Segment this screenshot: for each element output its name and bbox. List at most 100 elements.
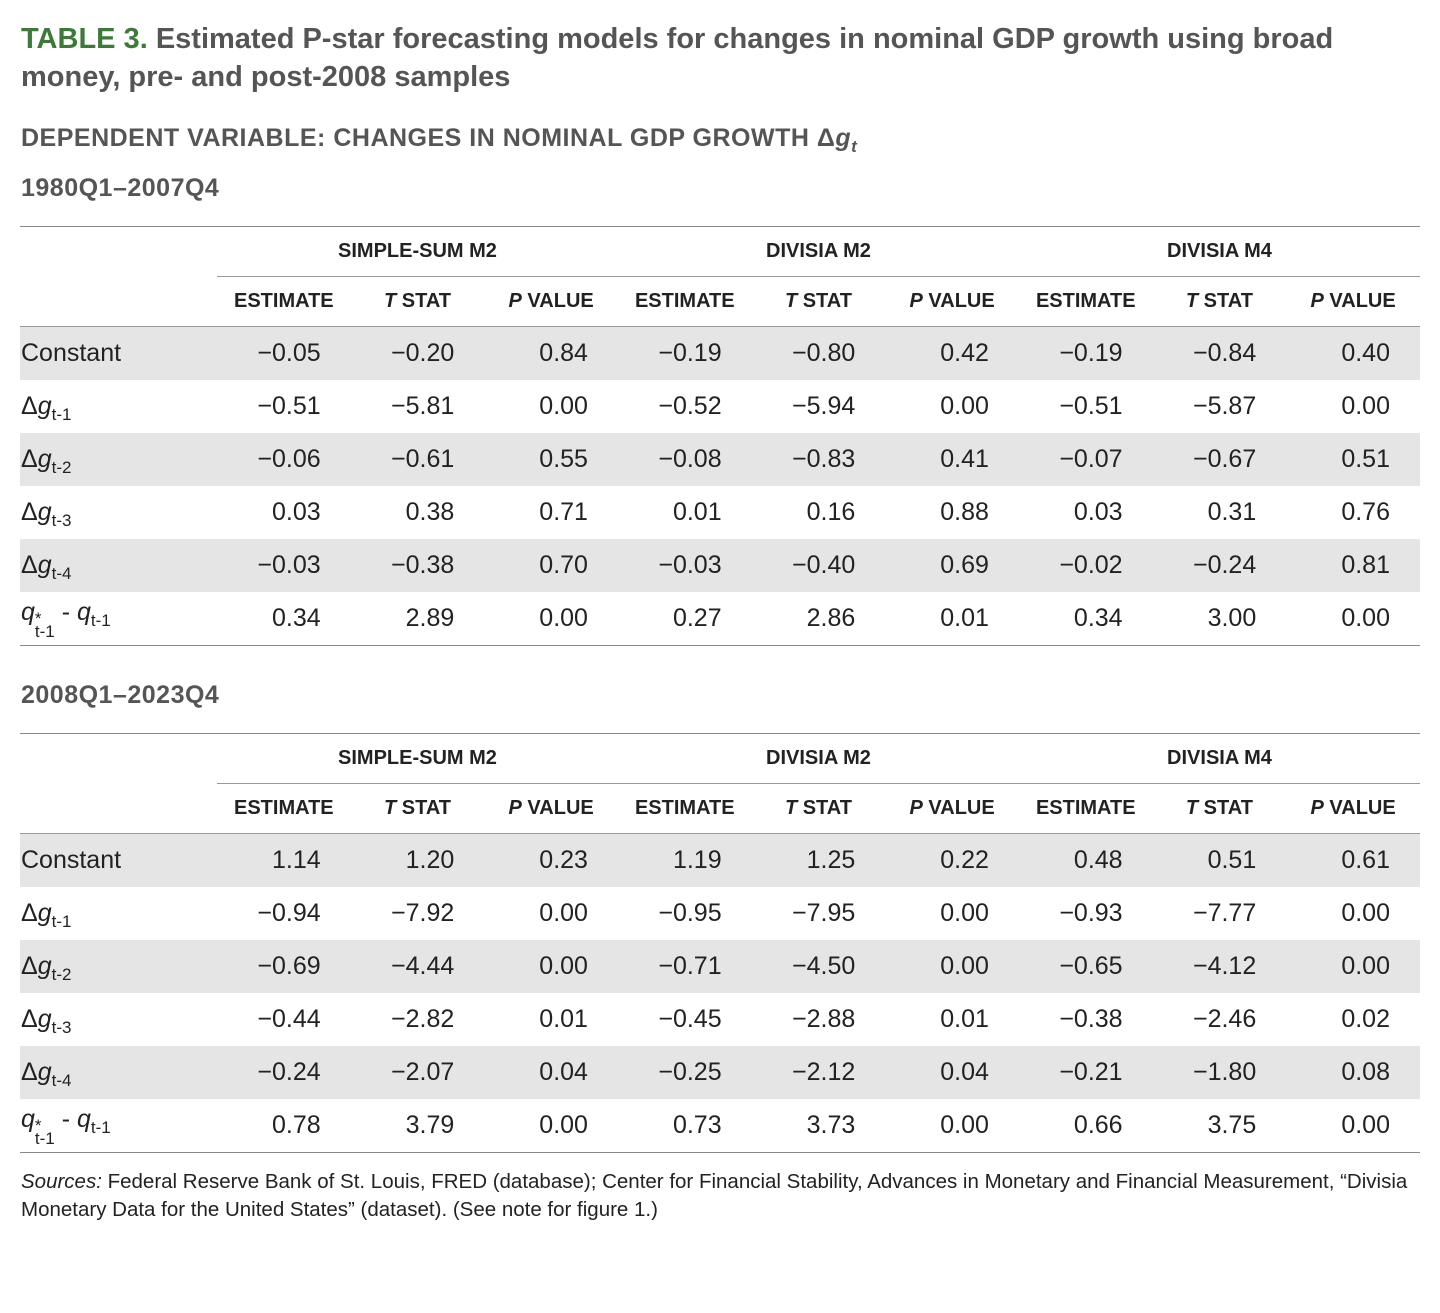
period-label: 2008Q1–2023Q4 bbox=[21, 681, 220, 709]
cell-value: 0.48 bbox=[1018, 833, 1153, 887]
text: STAT bbox=[797, 797, 852, 819]
cell-value: 0.00 bbox=[539, 899, 588, 927]
text: VALUE bbox=[521, 797, 594, 819]
italic-text: T bbox=[1185, 797, 1199, 819]
text: Constant bbox=[21, 846, 122, 874]
text: Δ bbox=[21, 952, 38, 980]
subscript: t-1 bbox=[51, 405, 72, 424]
cell-value: 0.66 bbox=[1073, 1111, 1123, 1139]
text: Δ bbox=[21, 498, 38, 526]
italic-text: T bbox=[383, 797, 397, 819]
cell-value: 2.89 bbox=[405, 604, 455, 632]
cell-value: 3.75 bbox=[1207, 1111, 1257, 1139]
cell-value: −0.84 bbox=[1152, 326, 1287, 380]
cell-value: −2.07 bbox=[350, 1046, 485, 1099]
cell-value: 0.01 bbox=[940, 604, 989, 632]
cell-value: 0.01 bbox=[940, 1005, 989, 1033]
cell-value: 0.78 bbox=[271, 1111, 321, 1139]
cell-value: −0.94 bbox=[257, 899, 321, 927]
subscript: t-1 bbox=[34, 1129, 55, 1148]
row-label: Constant bbox=[20, 833, 217, 887]
data-row: Δgt-2 −0.06 −0.61 0.55 −0.08 −0.83 0.41 −0.07 −0… bbox=[20, 433, 1420, 486]
row-label: Δgt-1 bbox=[20, 887, 217, 940]
italic-text: P bbox=[909, 290, 923, 312]
cell-value: 0.38 bbox=[405, 498, 455, 526]
cell-value: 0.76 bbox=[1341, 498, 1390, 526]
data-row: Δgt-1 −0.51 −5.81 0.00 −0.52 −5.94 0.00 −0.51 −5… bbox=[20, 380, 1420, 433]
group-row: SIMPLE-SUM M2 DIVISIA M2 DIVISIA M4 bbox=[20, 733, 1420, 784]
subscript: t-2 bbox=[51, 965, 72, 984]
corner bbox=[20, 783, 217, 834]
column-group: DIVISIA M4 bbox=[1018, 733, 1420, 784]
cell-value: 0.00 bbox=[539, 604, 588, 632]
text: VALUE bbox=[922, 290, 995, 312]
column-row: ESTIMATE T STAT P VALUE ESTIMATE T STAT P VAL… bbox=[20, 276, 1420, 327]
text: Δ bbox=[21, 1058, 38, 1086]
cell-value: 0.01 bbox=[539, 1005, 588, 1033]
corner bbox=[20, 227, 217, 277]
cell-value: 0.16 bbox=[806, 498, 856, 526]
data-row: q * t-1 - qt-1 0.78 3.79 0.00 0.73 3.73 0.00 0.66… bbox=[20, 1099, 1420, 1153]
row-label: Δgt-2 bbox=[20, 433, 217, 486]
cell-value: 0.41 bbox=[885, 433, 1019, 486]
column-group: DIVISIA M2 bbox=[617, 226, 1019, 277]
cell-value: −5.81 bbox=[391, 392, 455, 420]
cell-value: −7.95 bbox=[792, 899, 856, 927]
cell-value: 3.00 bbox=[1207, 604, 1257, 632]
column-header: ESTIMATE bbox=[617, 783, 752, 834]
italic-text: P bbox=[1310, 290, 1324, 312]
text: ESTIMATE bbox=[234, 290, 334, 312]
italic-text: T bbox=[784, 797, 798, 819]
cell-value: −2.46 bbox=[1192, 1005, 1257, 1033]
text: Δ bbox=[21, 392, 38, 420]
cell-value: −0.83 bbox=[751, 433, 886, 486]
italic-text: g bbox=[37, 551, 52, 579]
subscript: t-1 bbox=[90, 611, 111, 630]
subscript: t-3 bbox=[51, 1018, 72, 1037]
cell-value: −0.03 bbox=[617, 539, 752, 592]
column-group: DIVISIA M4 bbox=[1018, 226, 1420, 277]
table-head: SIMPLE-SUM M2 DIVISIA M2 DIVISIA M4 ESTIMAT… bbox=[20, 226, 1420, 327]
title: TABLE 3. Estimated P-star forecasting mo… bbox=[21, 20, 1421, 96]
script-stack: * t-1 bbox=[34, 1117, 55, 1148]
column-header: P VALUE bbox=[484, 276, 618, 327]
cell-value: −0.24 bbox=[1152, 539, 1287, 592]
cell-value: 0.55 bbox=[484, 433, 618, 486]
column-header: ESTIMATE bbox=[1018, 783, 1153, 834]
cell-value: −4.12 bbox=[1152, 940, 1287, 993]
cell-value: −0.19 bbox=[617, 326, 752, 380]
cell-value: 0.00 bbox=[940, 1111, 989, 1139]
cell-value: −7.92 bbox=[391, 899, 455, 927]
italic-text: g bbox=[37, 498, 52, 526]
text: ESTIMATE bbox=[634, 290, 735, 312]
text: STAT bbox=[396, 290, 451, 312]
text: STAT bbox=[1198, 290, 1253, 312]
cell-value: 0.00 bbox=[1341, 1111, 1390, 1139]
subscript: t-1 bbox=[51, 912, 72, 931]
text: STAT bbox=[1198, 797, 1253, 819]
text: VALUE bbox=[1323, 797, 1396, 819]
cell-value: 0.03 bbox=[1073, 498, 1123, 526]
column-header: P VALUE bbox=[484, 783, 618, 834]
cell-value: −0.38 bbox=[1059, 1005, 1123, 1033]
cell-value: 1.25 bbox=[751, 833, 886, 887]
cell-value: 3.79 bbox=[405, 1111, 455, 1139]
italic-text: g bbox=[37, 952, 52, 980]
column-group: SIMPLE-SUM M2 bbox=[217, 733, 618, 784]
data-row: Δgt-3 −0.44 −2.82 0.01 −0.45 −2.88 0.01 −0.38 −2… bbox=[20, 993, 1420, 1046]
cell-value: 0.00 bbox=[885, 940, 1019, 993]
cell-value: 0.03 bbox=[271, 498, 321, 526]
subscript: t bbox=[851, 137, 858, 156]
italic-text: P bbox=[1310, 797, 1324, 819]
data-row: Constant 1.14 1.20 0.23 1.19 1.25 0.22 0.48 0.51… bbox=[20, 833, 1420, 887]
cell-value: 0.73 bbox=[672, 1111, 722, 1139]
text: VALUE bbox=[521, 290, 594, 312]
cell-value: −0.21 bbox=[1018, 1046, 1153, 1099]
table-body: Constant −0.05 −0.20 0.84 −0.19 −0.80 0.42 −0.1… bbox=[20, 326, 1420, 646]
italic-text: T bbox=[784, 290, 798, 312]
cell-value: −1.80 bbox=[1152, 1046, 1287, 1099]
sources-text: Federal Reserve Bank of St. Louis, FRED … bbox=[21, 1170, 1408, 1221]
row-label: q * t-1 - qt-1 bbox=[20, 1099, 217, 1153]
text: - bbox=[54, 598, 77, 626]
